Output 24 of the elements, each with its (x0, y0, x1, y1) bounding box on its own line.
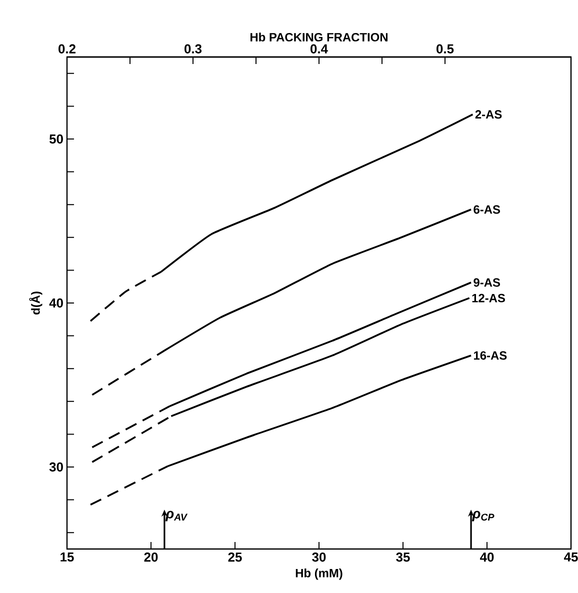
y-tick-label: 50 (49, 134, 63, 144)
x-tick-label: 15 (60, 552, 74, 562)
x2-tick-label: 0.3 (184, 44, 202, 54)
x-tick-label: 30 (312, 552, 326, 562)
x-tick-label: 40 (480, 552, 494, 562)
x-tick-label: 20 (144, 552, 158, 562)
x-tick-label: 25 (228, 552, 242, 562)
series-label: 6-AS (474, 205, 500, 214)
x-tick-label: 35 (396, 552, 410, 562)
ref-line-label: ρ$_{CP}$ (472, 510, 494, 522)
x2-tick-label: 0.4 (310, 44, 328, 54)
x-tick-label: 45 (564, 552, 578, 562)
x-axis-title: Hb (mM) (296, 568, 342, 580)
y-axis-title: d(Å) (29, 292, 42, 314)
series-label: 16-AS (474, 351, 507, 360)
x2-tick-label: 0.5 (436, 44, 454, 54)
x2-tick-label: 0.2 (58, 44, 76, 54)
ref-line-label: ρ$_{AV}$ (165, 510, 188, 522)
y-tick-label: 30 (49, 462, 63, 472)
x2-axis-title: Hb PACKING FRACTION (250, 32, 388, 42)
y-tick-label: 40 (49, 298, 63, 308)
series-label: 9-AS (474, 278, 500, 287)
series-label: 2-AS (475, 110, 502, 119)
series-label: 12-AS (472, 294, 505, 302)
